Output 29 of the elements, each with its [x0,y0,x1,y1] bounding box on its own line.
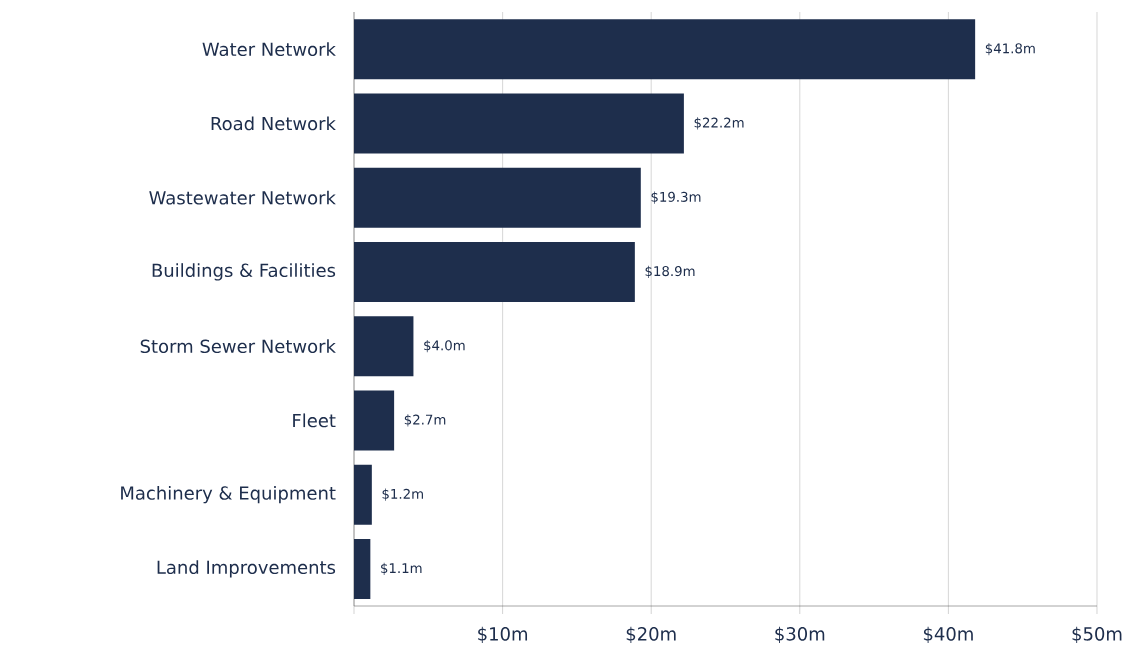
y-tick-label: Machinery & Equipment [121,485,336,504]
data-label: $18.9m [645,265,695,278]
bar [354,241,635,302]
bar [354,19,976,80]
data-label: $22.2m [694,117,744,130]
x-tick-label: $10m [478,626,528,644]
x-tick-label: $20m [626,626,676,644]
x-tick-label: $50m [1072,626,1122,644]
y-tick-label: Land Improvements [157,560,336,578]
data-label: $1.1m [381,562,422,575]
bar [354,464,372,525]
data-label: $2.7m [404,414,446,427]
bar [354,538,371,599]
y-tick-label: Wastewater Network [149,190,336,205]
x-tick-label: $40m [923,626,973,644]
y-tick-label: Fleet [293,413,336,428]
bar [354,167,641,228]
bar [354,390,395,451]
y-tick-label: Water Network [202,42,336,57]
y-tick-label: Storm Sewer Network [140,339,336,354]
y-tick-label: Buildings & Facilities [152,263,336,281]
data-label: $4.0m [424,340,465,353]
data-label: $19.3m [651,191,701,204]
bar [354,93,684,154]
y-tick-label: Road Network [211,116,336,131]
data-label: $41.8m [985,43,1035,56]
x-tick-label: $30m [775,626,825,644]
bar [354,316,414,377]
data-label: $1.2m [382,488,423,501]
